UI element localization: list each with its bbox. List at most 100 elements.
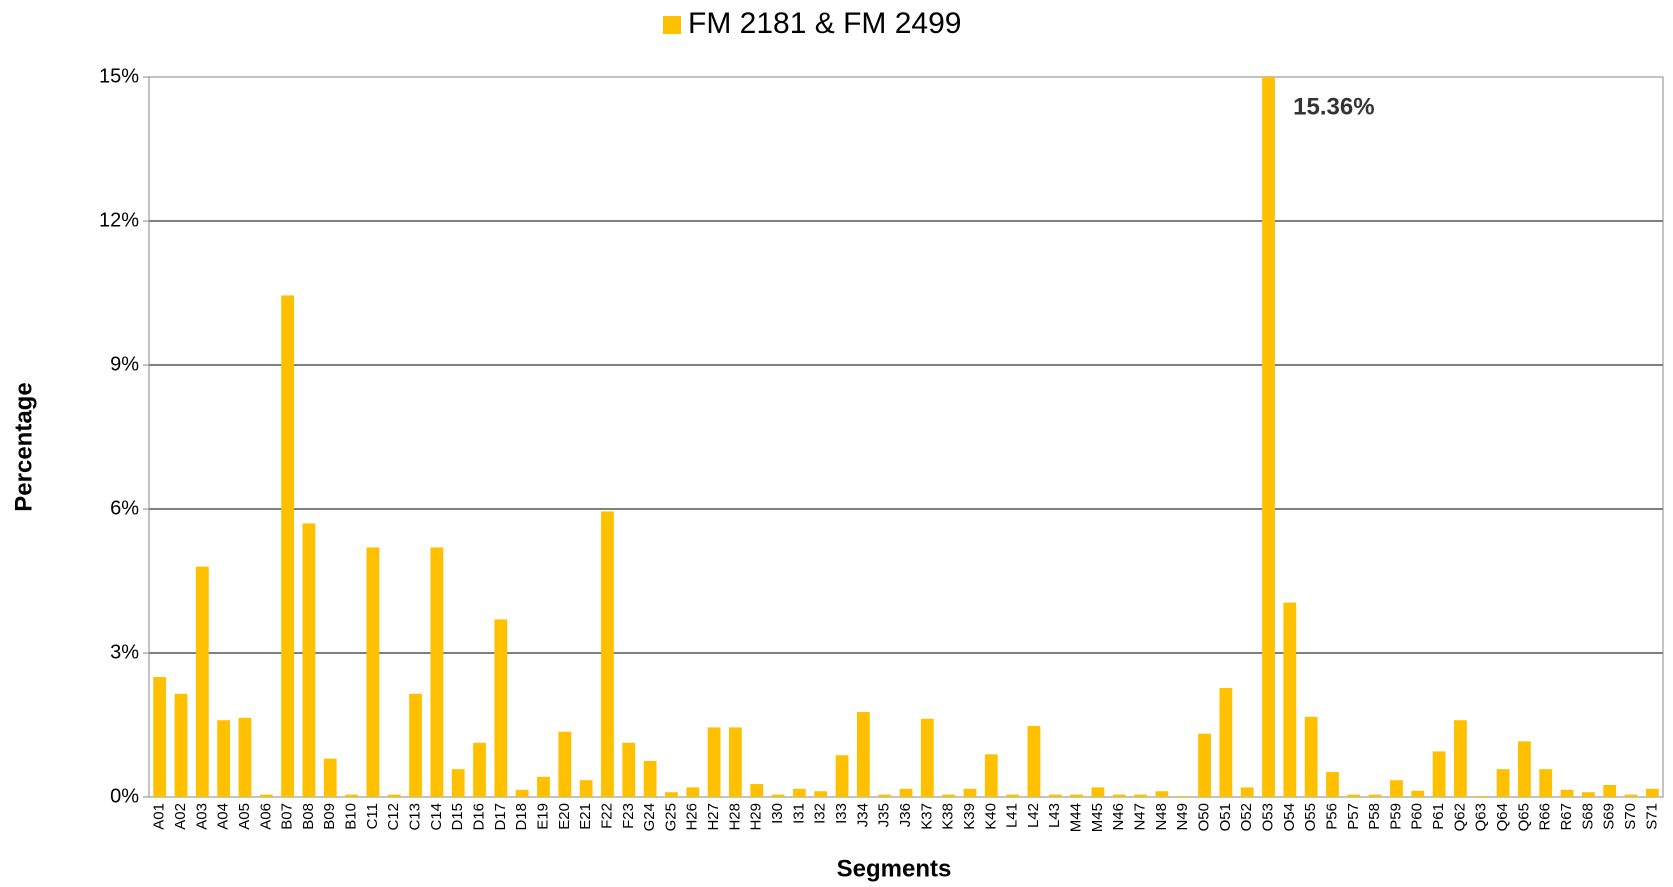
bar: [281, 295, 295, 797]
bar: [473, 742, 486, 797]
bar: [1112, 794, 1126, 797]
x-tick-label: A01: [151, 803, 168, 830]
bar: [1390, 780, 1403, 797]
bar: [1006, 794, 1020, 797]
x-tick-label: K40: [982, 803, 999, 830]
x-tick-label: D18: [513, 803, 530, 831]
bar: [558, 731, 572, 797]
x-tick-label: H28: [726, 803, 743, 831]
x-tick-label: A04: [215, 803, 232, 830]
bar: [1347, 794, 1361, 797]
x-tick-label: F22: [598, 803, 615, 829]
bar: [1262, 77, 1275, 797]
x-tick-label: F23: [620, 803, 637, 829]
bar: [345, 794, 358, 797]
x-tick-label: O51: [1217, 803, 1234, 831]
bar: [174, 693, 188, 797]
bar: [1454, 720, 1467, 797]
x-tick-label: D15: [449, 803, 466, 831]
x-tick-label: B10: [343, 803, 360, 830]
bar: [451, 769, 465, 797]
x-tick-label: P57: [1345, 803, 1362, 830]
bar: [1198, 733, 1211, 797]
bar: [238, 717, 252, 797]
legend-swatch: [663, 16, 681, 34]
bar: [366, 547, 380, 797]
x-tick-label: O54: [1281, 803, 1298, 831]
bar: [814, 791, 828, 797]
bar: [899, 788, 913, 797]
bar: [1027, 725, 1041, 797]
x-tick-label: O52: [1238, 803, 1255, 831]
bar: [1603, 785, 1617, 797]
bar: [1411, 790, 1425, 797]
y-tick-label: 0%: [110, 785, 139, 807]
x-tick-label: L42: [1025, 803, 1042, 828]
bar: [494, 619, 508, 797]
y-tick-label: 9%: [110, 353, 139, 375]
bar: [686, 787, 700, 797]
bar: [1432, 751, 1446, 797]
x-tick-label: G25: [662, 803, 679, 831]
x-tick-label: A06: [257, 803, 274, 830]
x-tick-label: I31: [790, 803, 807, 824]
x-tick-label: I30: [769, 803, 786, 824]
bar: [579, 780, 593, 797]
bar: [1645, 788, 1659, 797]
bar: [1539, 769, 1553, 797]
x-tick-label: Q62: [1451, 803, 1468, 831]
x-tick-label: P58: [1366, 803, 1383, 830]
x-tick-label: A05: [236, 803, 253, 830]
x-tick-label: P56: [1323, 803, 1340, 830]
bar: [878, 794, 892, 797]
x-tick-label: S71: [1643, 803, 1660, 830]
x-tick-label: E19: [534, 803, 551, 830]
bar: [1070, 794, 1083, 797]
x-tick-label: S69: [1601, 803, 1618, 830]
x-tick-label: E21: [577, 803, 594, 830]
bar: [665, 792, 678, 797]
x-tick-label: Q64: [1494, 803, 1511, 831]
x-tick-label: O50: [1196, 803, 1213, 831]
x-tick-label: H26: [684, 803, 701, 831]
bar: [153, 677, 167, 797]
x-tick-label: N47: [1132, 803, 1149, 831]
bar: [856, 712, 870, 797]
bar: [515, 789, 529, 797]
x-tick-label: O53: [1259, 803, 1276, 831]
x-tick-label: J35: [876, 803, 893, 827]
bar: [1134, 794, 1147, 797]
x-axis-label: Segments: [837, 855, 952, 882]
x-tick-label: P61: [1430, 803, 1447, 830]
bar: [1475, 796, 1489, 797]
bar: [1560, 789, 1574, 797]
bar: [1176, 796, 1190, 797]
bar: [1240, 787, 1254, 797]
y-tick-label: 15%: [99, 65, 139, 87]
x-tick-label: K39: [961, 803, 978, 830]
x-tick-label: L43: [1046, 803, 1063, 828]
x-tick-label: A03: [193, 803, 210, 830]
x-tick-label: R66: [1537, 803, 1554, 831]
x-tick-label: C11: [364, 803, 381, 829]
x-tick-label: I32: [812, 803, 829, 824]
bar: [387, 794, 401, 797]
legend-label: FM 2181 & FM 2499: [688, 7, 961, 40]
y-tick-label: 12%: [99, 209, 139, 231]
x-tick-label: N46: [1110, 803, 1127, 831]
bar: [1283, 602, 1297, 797]
bar: [643, 761, 657, 797]
x-tick-label: Q63: [1473, 803, 1490, 831]
bar: [601, 511, 614, 797]
bar: [1304, 716, 1318, 797]
x-tick-label: S70: [1622, 803, 1639, 830]
x-tick-label: S68: [1579, 803, 1596, 830]
x-tick-label: E20: [556, 803, 573, 830]
bar: [1091, 787, 1105, 797]
y-tick-label: 3%: [110, 641, 139, 663]
x-tick-label: D17: [492, 803, 509, 831]
bar: [195, 566, 209, 797]
bar: [792, 788, 806, 797]
x-tick-label: D16: [470, 803, 487, 831]
x-tick-label: J36: [897, 803, 914, 827]
